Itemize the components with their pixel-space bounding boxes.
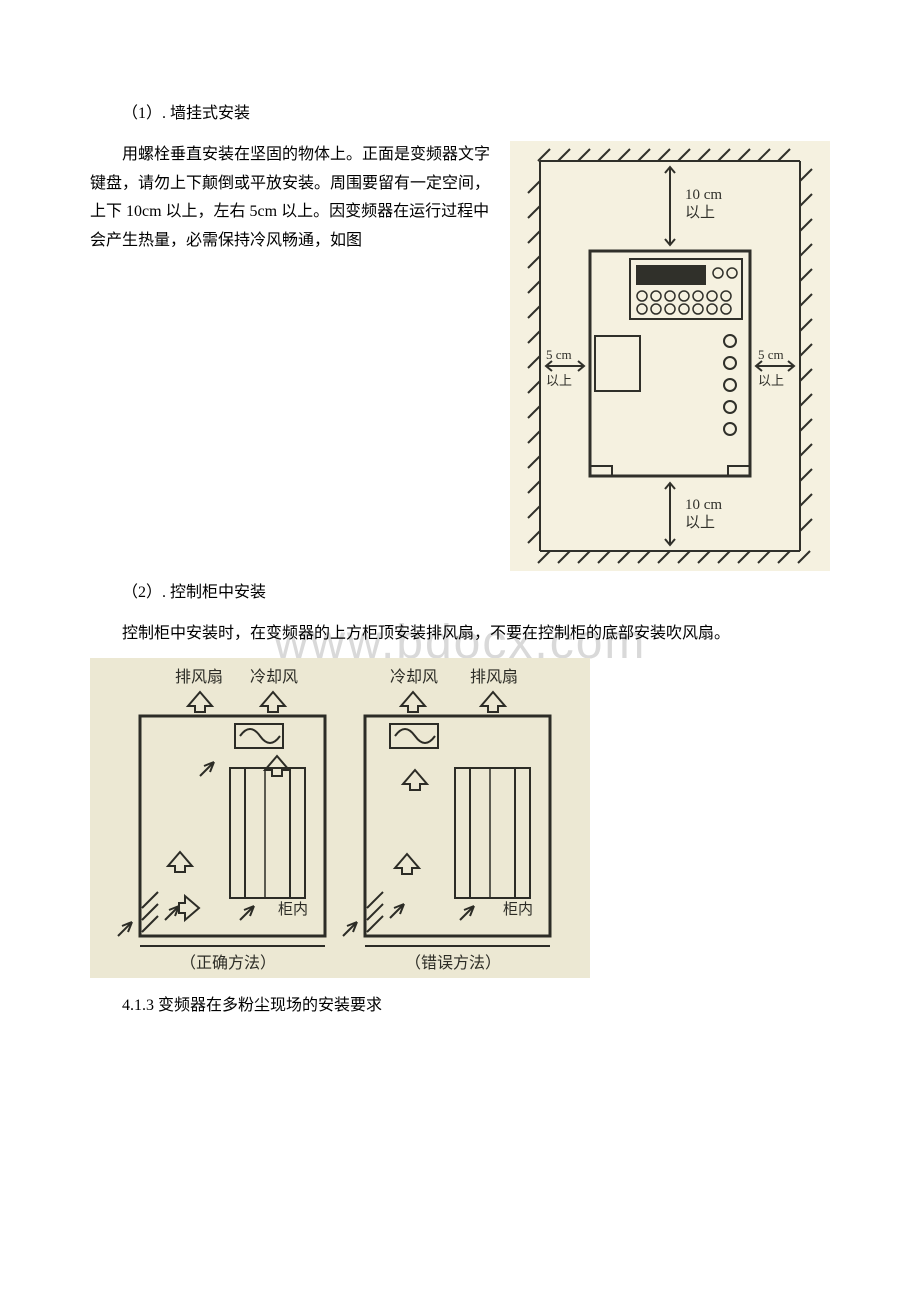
figure-1-container: 10 cm 以上 10 cm 以上 5 cm 以上 — [510, 141, 830, 571]
section-2-paragraph: 控制柜中安装时，在变频器的上方柜顶安装排风扇，不要在控制柜的底部安装吹风扇。 — [90, 620, 830, 649]
svg-text:排风扇: 排风扇 — [470, 668, 518, 686]
svg-text:冷却风: 冷却风 — [390, 668, 438, 686]
section-3-heading: 4.1.3 变频器在多粉尘现场的安装要求 — [90, 992, 830, 1021]
svg-text:以上: 以上 — [546, 373, 572, 388]
section-2-heading: （2）. 控制柜中安装 — [90, 579, 830, 608]
svg-text:以上: 以上 — [685, 204, 715, 221]
svg-text:冷却风: 冷却风 — [250, 668, 298, 686]
figure-2-diagram: 排风扇 冷却风 — [90, 658, 590, 978]
svg-text:（错误方法）: （错误方法） — [405, 954, 501, 972]
svg-text:10 cm: 10 cm — [685, 497, 722, 513]
svg-text:排风扇: 排风扇 — [175, 668, 223, 686]
svg-text:以上: 以上 — [758, 373, 784, 388]
svg-text:（正确方法）: （正确方法） — [180, 954, 276, 972]
svg-text:以上: 以上 — [685, 514, 715, 531]
svg-text:柜内: 柜内 — [503, 901, 533, 918]
svg-text:5 cm: 5 cm — [546, 347, 572, 362]
section-1-heading: （1）. 墙挂式安装 — [90, 100, 830, 129]
svg-text:10 cm: 10 cm — [685, 187, 722, 203]
svg-text:5 cm: 5 cm — [758, 347, 784, 362]
figure-1-diagram: 10 cm 以上 10 cm 以上 5 cm 以上 — [510, 141, 830, 571]
svg-text:柜内: 柜内 — [278, 901, 308, 918]
